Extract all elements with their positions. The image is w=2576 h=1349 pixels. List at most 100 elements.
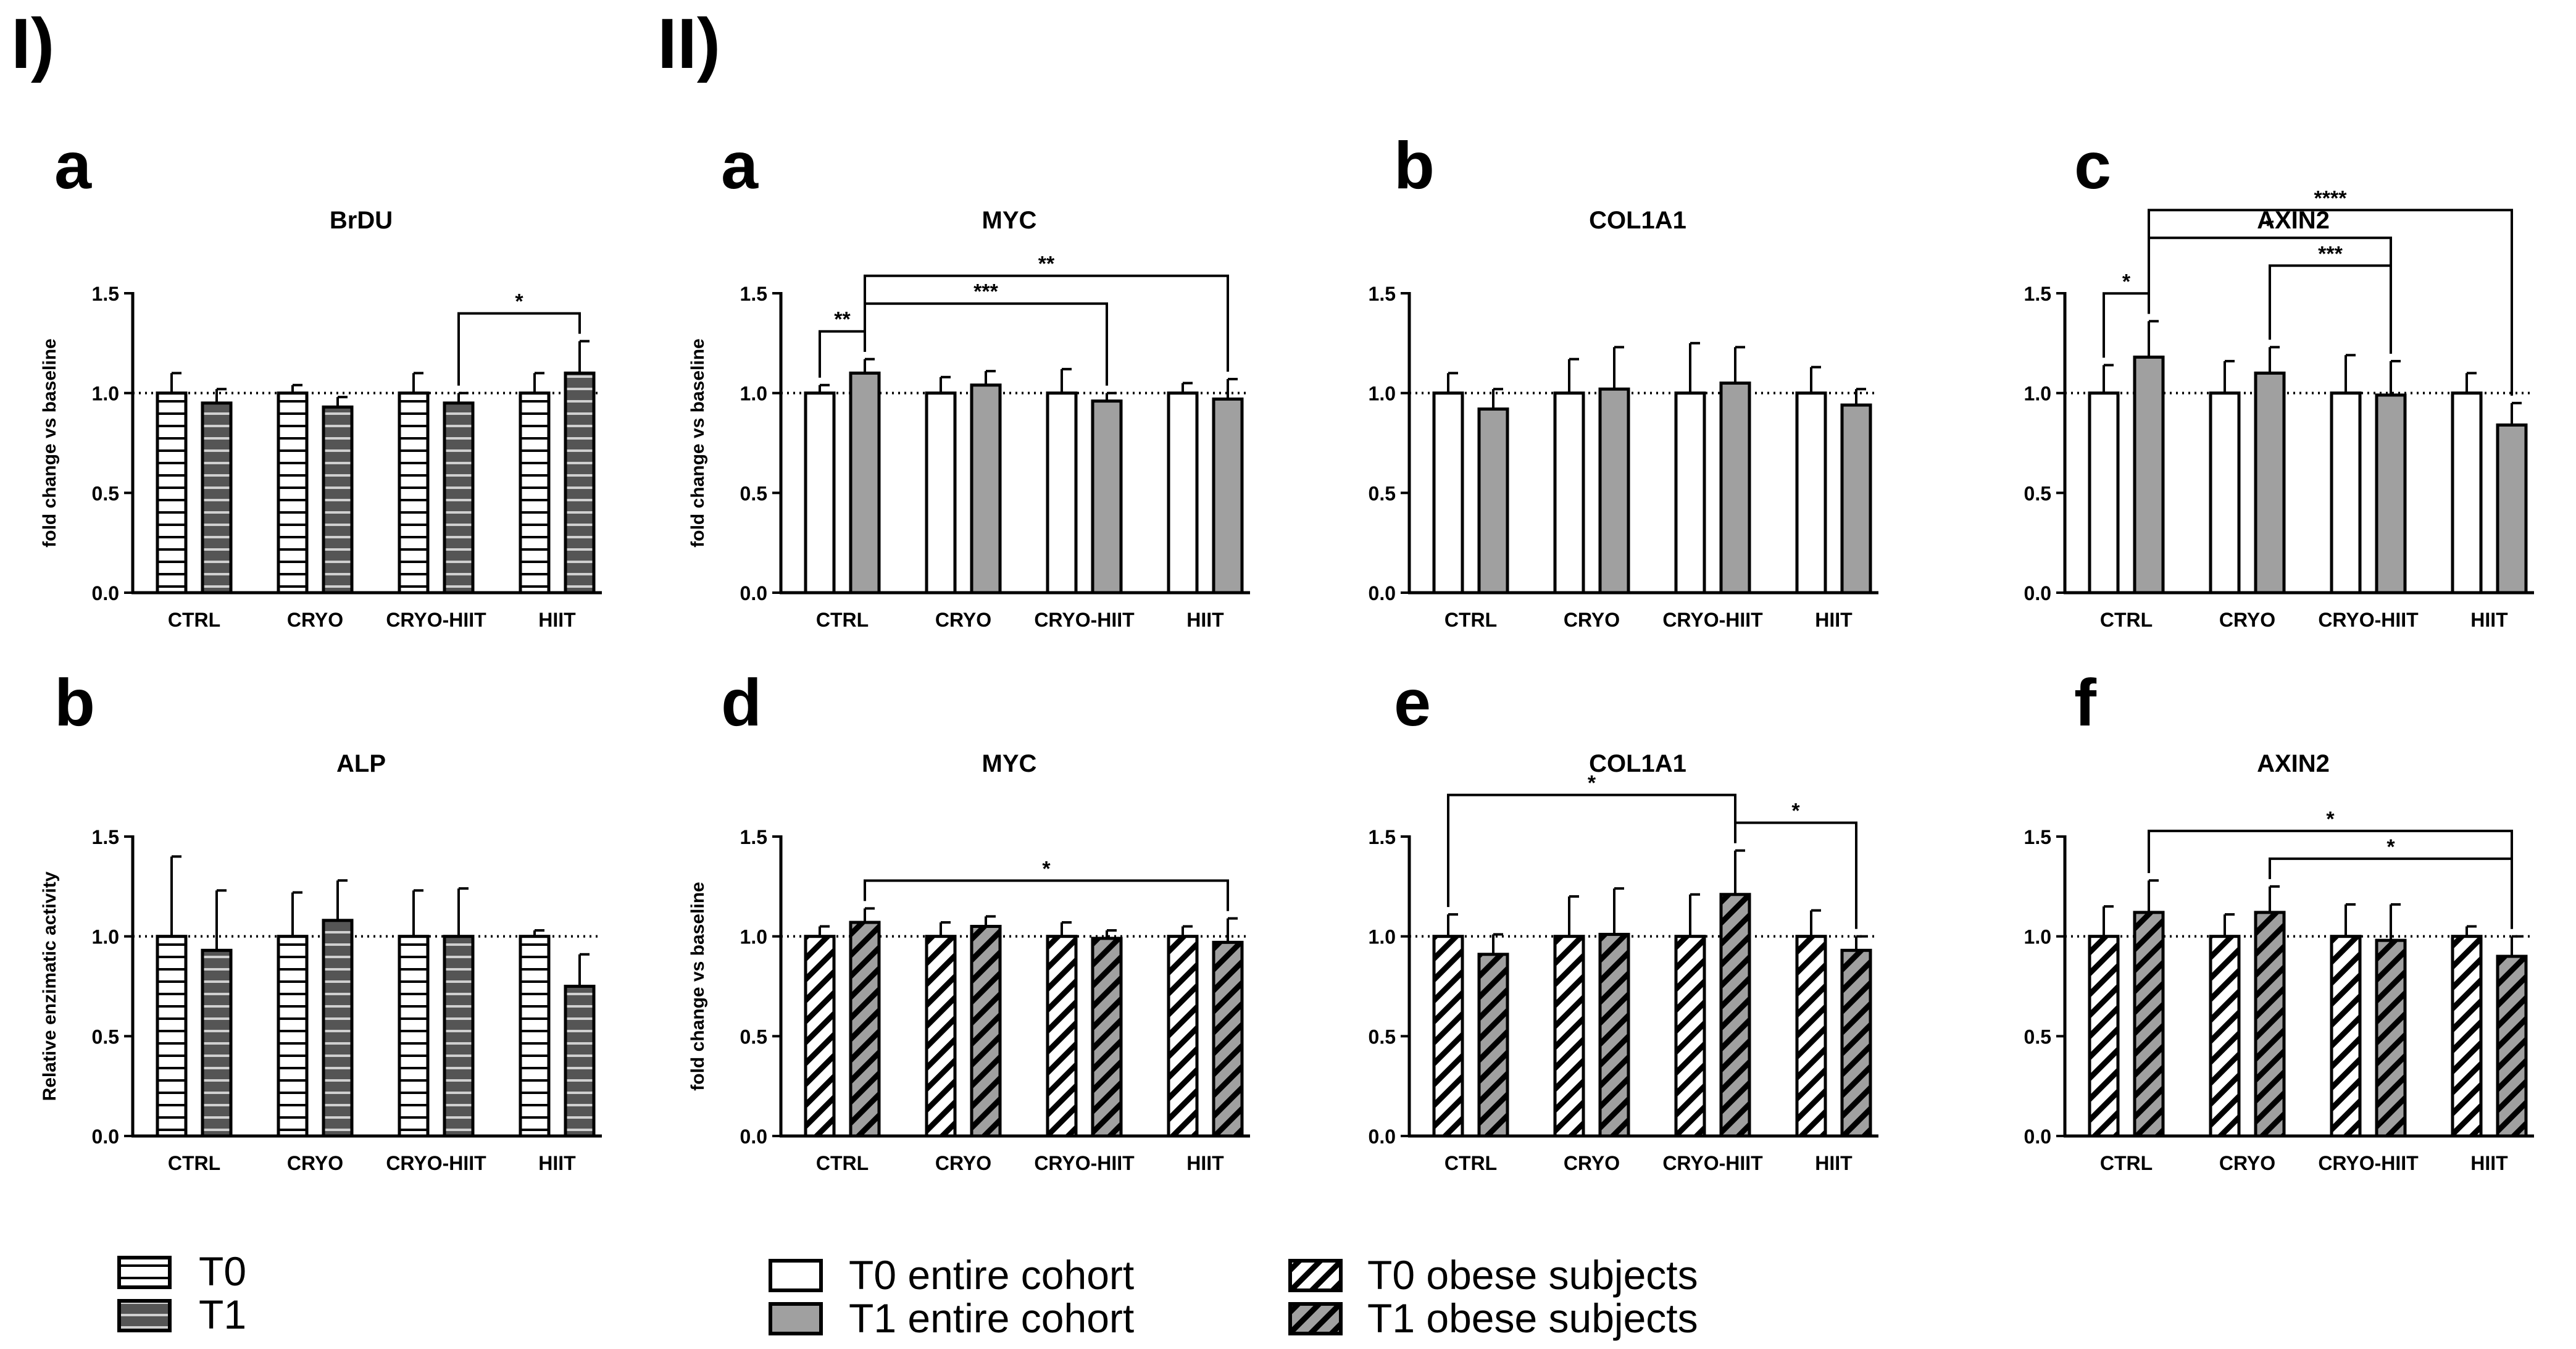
bar-hiit-t0 — [1795, 391, 1827, 595]
bar-cryo-hiit-t0 — [2330, 391, 2362, 595]
significance-label: * — [1042, 857, 1051, 880]
y-tick-label: 0.0 — [2024, 1126, 2051, 1148]
x-tick-label: CRYO — [287, 1152, 343, 1174]
panel-title: COL1A1 — [1589, 750, 1686, 777]
panel-letter: a — [54, 128, 92, 203]
bar-cryo-hiit-t1 — [1719, 382, 1751, 595]
y-tick-label: 0.5 — [1369, 1025, 1396, 1048]
y-tick-label: 0.0 — [92, 1126, 119, 1148]
bar-cryo-t0 — [2209, 935, 2241, 1138]
bar-hiit-t0 — [519, 391, 551, 595]
bar-ctrl-t0 — [804, 391, 836, 595]
significance-label: * — [2326, 808, 2335, 831]
bar-cryo-t1 — [2254, 371, 2286, 595]
panel-letter: c — [2074, 128, 2111, 203]
x-tick-label: HIIT — [538, 609, 576, 631]
x-tick-label: CRYO — [287, 609, 343, 631]
x-tick-label: CTRL — [816, 609, 869, 631]
y-tick-label: 1.0 — [1369, 926, 1396, 948]
x-tick-label: CRYO-HIIT — [1662, 609, 1763, 631]
legend-swatch-T0-obese — [1288, 1259, 1343, 1292]
significance-bracket — [2148, 829, 2513, 929]
panel-II-e: e COL1A1 0.0 0.5 1.0 1.5 CTRL CRYO CRYO-HIIT HIIT… — [1369, 665, 1878, 1174]
significance-bracket — [2269, 264, 2392, 354]
y-tick-label: 1.0 — [1369, 383, 1396, 405]
x-tick-label: HIIT — [1186, 609, 1224, 631]
significance-label: **** — [2314, 186, 2348, 210]
y-tick-label: 1.5 — [92, 826, 119, 848]
bar-hiit-t1 — [1840, 403, 1872, 595]
panel-I-a: a BrDU fold change vs baseline 0.0 0.5 1.0 1.5… — [40, 128, 602, 631]
legend-swatch-T1 — [117, 1299, 172, 1332]
x-tick-label: CTRL — [1444, 609, 1497, 631]
bar-cryo-hiit-t0 — [398, 935, 430, 1138]
x-tick-label: CTRL — [168, 609, 220, 631]
bar-ctrl-t0 — [2088, 935, 2120, 1138]
bar-hiit-t1 — [564, 985, 596, 1138]
x-tick-label: HIIT — [2470, 609, 2508, 631]
legend-swatch-T0 — [117, 1256, 172, 1289]
bar-ctrl-t1 — [2133, 355, 2165, 595]
y-tick-label: 1.5 — [2024, 826, 2051, 848]
significance-label: * — [2265, 214, 2274, 238]
panel-letter: a — [721, 128, 759, 203]
y-tick-label: 1.0 — [92, 383, 119, 405]
x-tick-label: CTRL — [2100, 609, 2153, 631]
y-tick-label: 1.5 — [2024, 283, 2051, 305]
significance-bracket — [457, 312, 581, 386]
legend-label-T1-entire: T1 entire cohort — [849, 1295, 1134, 1341]
y-tick-label: 1.5 — [1369, 826, 1396, 848]
bar-cryo-t0 — [277, 935, 309, 1138]
section-label-I: I) — [11, 4, 54, 83]
bar-cryo-hiit-t0 — [1674, 935, 1706, 1138]
legend-II: T0 entire cohort T1 entire cohort T0 obe… — [769, 1252, 1698, 1341]
bar-ctrl-t1 — [201, 948, 233, 1138]
y-tick-label: 0.0 — [92, 582, 119, 604]
x-tick-label: CRYO-HIIT — [1034, 609, 1135, 631]
y-tick-label: 0.0 — [740, 1126, 767, 1148]
legend-label-T1-obese: T1 obese subjects — [1367, 1295, 1698, 1341]
panel-letter: f — [2074, 665, 2097, 740]
y-tick-label: 1.0 — [740, 383, 767, 405]
bar-cryo-hiit-t1 — [1091, 937, 1123, 1138]
panel-title: MYC — [982, 750, 1037, 777]
bar-hiit-t0 — [519, 935, 551, 1138]
section-label-II: II) — [657, 4, 720, 83]
bar-cryo-hiit-t0 — [2330, 935, 2362, 1138]
bar-hiit-t1 — [2496, 423, 2528, 595]
x-tick-label: HIIT — [2470, 1152, 2508, 1174]
panel-letter: b — [54, 665, 95, 740]
legend-swatch-T1-entire — [769, 1302, 823, 1335]
x-tick-label: CRYO — [935, 1152, 991, 1174]
x-tick-label: CRYO-HIIT — [386, 1152, 486, 1174]
panel-II-b: b COL1A1 0.0 0.5 1.0 1.5 CTRL CRYO CRYO-HIIT HIIT — [1369, 128, 1878, 631]
bar-cryo-hiit-t1 — [1719, 893, 1751, 1138]
bar-cryo-t1 — [2254, 911, 2286, 1138]
significance-bracket — [1734, 821, 1857, 929]
x-tick-label: CRYO-HIIT — [1034, 1152, 1135, 1174]
y-tick-label: 0.5 — [740, 1025, 767, 1048]
y-tick-label: 0.5 — [92, 1025, 119, 1048]
x-tick-label: CRYO — [2219, 609, 2275, 631]
panel-title: COL1A1 — [1589, 207, 1686, 234]
x-tick-label: CRYO — [1564, 1152, 1620, 1174]
bar-cryo-t1 — [970, 925, 1002, 1138]
bar-hiit-t1 — [1840, 948, 1872, 1138]
bar-cryo-hiit-t0 — [398, 391, 430, 595]
panel-I-b: b ALP Relative enzimatic activity 0.0 0.5 1.0… — [40, 665, 602, 1174]
y-tick-label: 1.5 — [92, 283, 119, 305]
panel-title: AXIN2 — [2257, 207, 2330, 234]
panel-letter: e — [1394, 665, 1431, 740]
bar-ctrl-t1 — [201, 401, 233, 595]
significance-bracket — [1447, 793, 1736, 908]
bar-cryo-hiit-t1 — [443, 401, 475, 595]
bar-cryo-hiit-t1 — [2375, 393, 2407, 595]
y-tick-label: 0.5 — [740, 482, 767, 504]
bar-hiit-t0 — [1167, 391, 1199, 595]
bar-ctrl-t1 — [2133, 911, 2165, 1138]
y-tick-label: 1.5 — [740, 826, 767, 848]
panel-title: AXIN2 — [2257, 750, 2330, 777]
bar-cryo-t0 — [925, 391, 957, 595]
significance-label: * — [515, 290, 523, 314]
